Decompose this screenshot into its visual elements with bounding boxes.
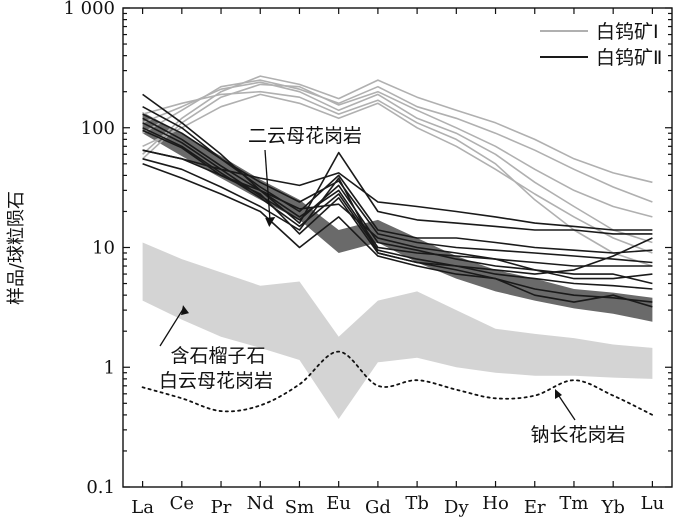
y-tick-label: 100 xyxy=(81,118,115,139)
series-line-group1-3 xyxy=(142,83,653,218)
y-tick-label: 1 000 xyxy=(63,0,115,19)
x-tick-label-la: La xyxy=(131,497,154,518)
series-line-group2-9 xyxy=(142,158,653,275)
x-tick-label-ce: Ce xyxy=(170,493,194,514)
series-line-group1-2 xyxy=(142,79,653,203)
y-axis-label: 样品/球粒陨石 xyxy=(6,191,27,305)
series-layer xyxy=(142,75,653,308)
x-tick-label-sm: Sm xyxy=(285,497,314,518)
series-line-group2-3 xyxy=(142,113,653,264)
series-line-group2-1 xyxy=(142,93,653,235)
x-tick-label-pr: Pr xyxy=(211,497,232,518)
x-tick-label-ho: Ho xyxy=(482,493,509,514)
y-tick-label: 0.1 xyxy=(86,477,115,498)
x-tick-label-tb: Tb xyxy=(405,493,429,514)
bands-layer xyxy=(142,112,653,419)
legend: 白钨矿Ⅰ 白钨矿Ⅱ xyxy=(540,21,662,69)
axes-layer: 0.1 1 10 100 1 000 La Ce Pr Nd Sm Eu Gd Tb Dy Ho Er Tm Yb… xyxy=(63,0,673,518)
series-line-group1-1 xyxy=(142,75,653,184)
annotation-garnet-line2: 白云母花岗岩 xyxy=(159,370,273,392)
y-tick-label: 1 xyxy=(104,357,115,378)
reference-line-layer xyxy=(141,350,654,416)
band-garnet-muscovite-granite xyxy=(142,242,653,419)
annotation-arrow-head xyxy=(555,389,562,399)
x-tick-label-yb: Yb xyxy=(600,497,624,518)
series-line-group2-11 xyxy=(142,149,653,231)
annotation-albite-granite: 钠长花岗岩 xyxy=(530,424,625,446)
series-line-group1-5 xyxy=(142,93,653,254)
annotation-arrow-line xyxy=(159,308,184,347)
series-line-group2-10 xyxy=(142,163,653,308)
x-tick-label-nd: Nd xyxy=(247,493,274,514)
band-two-mica-granite xyxy=(142,112,653,322)
annotation-two-mica-granite: 二云母花岗岩 xyxy=(248,125,362,147)
x-tick-label-tm: Tm xyxy=(559,493,588,514)
annotation-garnet-line1: 含石榴子石 xyxy=(170,345,265,367)
legend-label-1: 白钨矿Ⅰ xyxy=(596,21,659,43)
x-tick-label-er: Er xyxy=(524,497,546,518)
series-line-group1-6 xyxy=(142,90,653,267)
x-tick-label-gd: Gd xyxy=(365,497,391,518)
legend-label-2: 白钨矿Ⅱ xyxy=(596,47,662,69)
annotation-arrow-line xyxy=(264,149,271,225)
y-tick-label: 10 xyxy=(92,238,115,259)
series-line-group2-5 xyxy=(142,122,653,285)
annotation-arrow-head xyxy=(265,217,276,228)
x-tick-label-lu: Lu xyxy=(641,493,665,514)
series-line-group2-8 xyxy=(142,149,653,280)
series-line-group1-4 xyxy=(142,81,653,244)
albite-granite-line xyxy=(141,350,654,416)
annotation-arrow-line xyxy=(556,392,576,421)
annotation-arrow-head xyxy=(181,305,189,316)
x-tick-label-dy: Dy xyxy=(444,497,469,518)
x-tick-label-eu: Eu xyxy=(326,493,351,514)
